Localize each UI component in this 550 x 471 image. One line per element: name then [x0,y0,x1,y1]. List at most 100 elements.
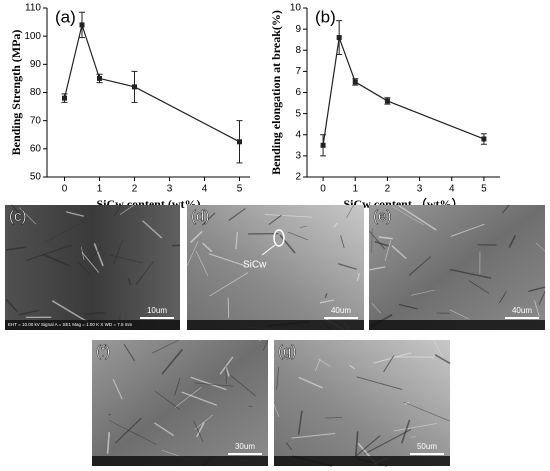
scale-bar-label: 40um [512,306,532,315]
y-tick-label: 60 [30,143,42,154]
y-tick-label: 50 [30,172,42,183]
sem-texture [408,256,432,277]
sem-texture [93,243,104,267]
x-tick-label: 3 [167,184,173,195]
sem-texture [319,299,335,304]
sem-texture [90,246,102,261]
sem-texture [398,204,437,231]
sem-texture [449,268,492,279]
sem-texture [228,207,246,221]
sem-texture [433,339,446,363]
annotation-arrow [261,244,276,256]
data-point [79,22,85,28]
sem-texture [45,223,80,243]
x-tick-label: 0 [320,184,326,195]
sem-texture [356,376,403,391]
sem-texture [196,422,205,438]
sem-texture [190,376,227,391]
panel-label: (f) [96,343,110,360]
sem-texture [42,253,70,267]
sem-background [369,205,545,330]
y-tick-label: 3 [295,151,301,162]
data-point [62,95,67,101]
x-tick-label: 3 [417,184,423,195]
sem-texture [194,382,234,387]
sem-texture [11,204,20,214]
sem-texture [262,339,269,351]
sem-texture [340,235,345,249]
sem-texture [449,309,470,320]
sem-background [92,340,268,466]
sem-texture [273,404,280,417]
data-point [352,79,358,85]
sem-texture [225,366,230,377]
sem-texture [201,212,216,226]
sem-texture [142,220,163,239]
sem-texture [276,366,280,390]
sem-texture [154,422,175,437]
sem-texture [279,234,296,254]
sem-texture [324,293,328,298]
sem-info-bar [92,456,268,466]
y-tick-label: 80 [30,87,42,98]
sem-texture [5,298,18,313]
sem-texture [123,344,136,362]
y-tick-label: 6 [295,87,301,98]
sem-texture [81,251,100,273]
data-line [63,22,240,143]
sem-info: EHT = 10.00 kV Signal A = SE1 Mag = 1.00… [8,322,132,327]
y-axis-label: Bending Strength (MPa) [9,30,23,156]
y-axis-label: Bending elongation at break(%) [269,10,283,175]
sem-image: (f) 30um [92,339,269,467]
scale-bar-label: 40um [331,306,351,315]
sem-texture [154,390,180,410]
x-tick-label: 1 [352,184,358,195]
panel-label: (a) [55,7,76,26]
sem-texture [398,303,419,310]
sem-texture [174,377,181,396]
sem-texture [501,204,510,214]
sem-texture [193,420,204,443]
sem-texture [287,231,308,241]
y-tick-label: 8 [295,45,301,56]
y-tick-label: 90 [30,59,42,70]
sem-info-bar [274,456,450,466]
sem-texture [299,225,307,228]
data-point [237,139,242,145]
sem-texture [119,204,135,215]
sem-texture [108,419,157,445]
scale-bar-label: 10um [147,306,167,315]
sem-texture [202,242,213,253]
panel-label: (e) [373,208,391,225]
sem-texture [384,240,392,262]
sem-texture [391,245,407,260]
sem-image: (c) 10um EHT = 10.00 kV Signal A = SE1 Mag… [5,204,181,331]
sem-texture [434,354,451,365]
sem-texture [383,355,395,373]
y-tick-label: 110 [25,3,41,14]
sem-texture [113,239,123,265]
sem-texture [106,432,111,454]
sem-texture [528,286,546,293]
sem-texture [18,309,40,316]
y-tick-label: 70 [30,115,42,126]
sem-image: (e) 40um [368,204,546,330]
x-tick-label: 1 [97,184,103,195]
data-point [132,84,137,90]
x-tick-label: 5 [481,184,487,195]
sem-texture [161,348,184,375]
panel-label: (c) [9,208,27,225]
sem-texture [108,413,111,416]
sem-texture [25,244,73,262]
x-tick-label: 0 [62,184,68,195]
sem-texture [374,240,390,247]
y-tick-label: 10 [290,3,302,14]
y-tick-label: 5 [295,108,301,119]
sem-texture [403,401,450,422]
sem-texture [219,356,234,375]
sem-texture [209,272,249,297]
sem-background [274,340,450,466]
sem-texture [349,364,356,370]
sem-texture [84,311,106,315]
sem-background [5,205,180,330]
